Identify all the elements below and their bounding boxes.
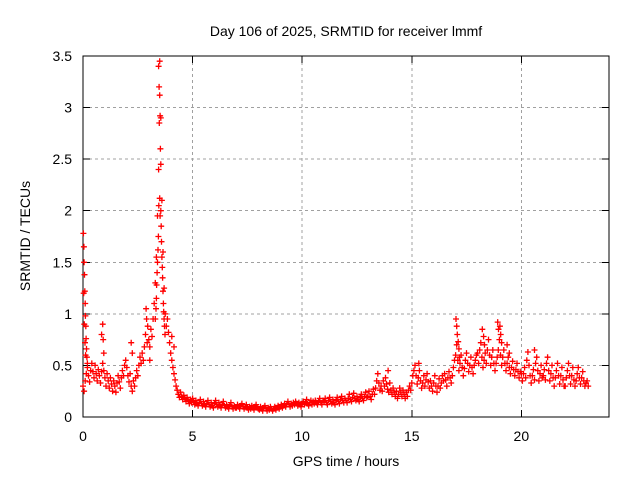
svg-text:1: 1 [64, 306, 72, 322]
y-tick-labels: 0 0.5 1 1.5 2 2.5 3 3.5 [53, 48, 73, 425]
svg-text:20: 20 [514, 428, 530, 444]
axis-ticks [82, 55, 609, 418]
svg-text:5: 5 [189, 428, 197, 444]
x-tick-labels: 0 5 10 15 20 [79, 428, 529, 444]
y-axis-label: SRMTID / TECUs [17, 181, 33, 291]
svg-text:0: 0 [79, 428, 87, 444]
x-axis-label: GPS time / hours [293, 453, 400, 469]
svg-text:2: 2 [64, 203, 72, 219]
svg-text:2.5: 2.5 [53, 151, 73, 167]
svg-text:0.5: 0.5 [53, 357, 73, 373]
data-points [80, 58, 592, 414]
svg-text:3.5: 3.5 [53, 48, 73, 64]
grid-lines [83, 56, 609, 417]
plot-border [82, 55, 610, 418]
svg-text:3: 3 [64, 100, 72, 116]
svg-text:10: 10 [294, 428, 310, 444]
svg-text:0: 0 [64, 409, 72, 425]
svg-text:1.5: 1.5 [53, 254, 73, 270]
chart-title: Day 106 of 2025, SRMTID for receiver lmm… [210, 23, 482, 39]
svg-text:15: 15 [404, 428, 420, 444]
